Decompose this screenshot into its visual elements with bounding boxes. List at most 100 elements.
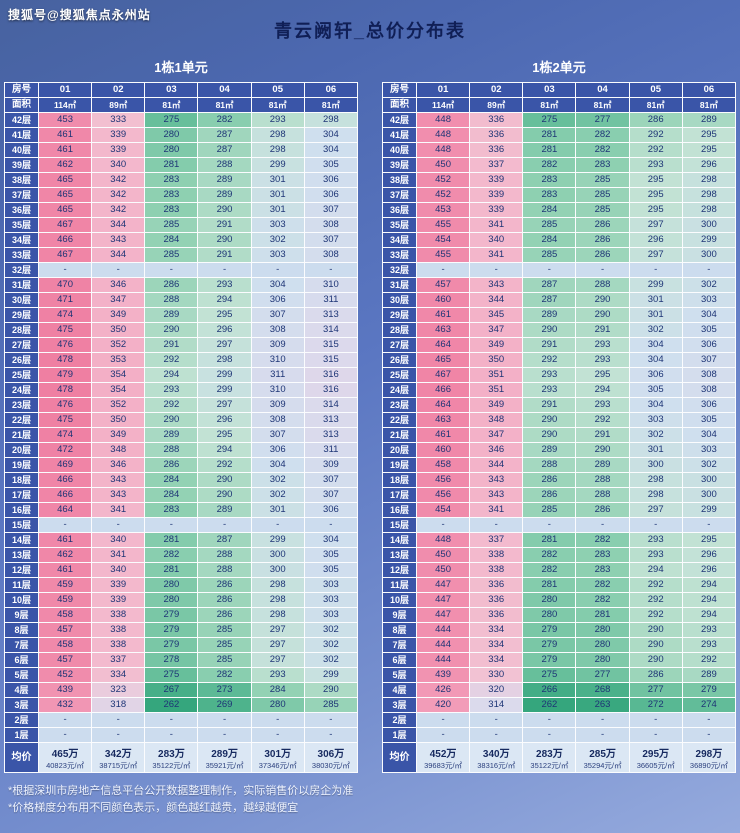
price-cell: 308	[303, 217, 359, 233]
price-cell: 348	[91, 442, 146, 458]
price-cell: 295	[681, 127, 737, 143]
price-cell: 459	[37, 577, 93, 593]
floor-row: 33层 455 341 285 286 297 300	[382, 247, 737, 263]
price-cell: -	[469, 517, 524, 533]
price-cell: 273	[197, 682, 252, 698]
price-cell: 350	[469, 352, 524, 368]
price-cell: 455	[415, 217, 471, 233]
price-cell: 333	[91, 112, 146, 128]
price-cell: 290	[575, 442, 630, 458]
price-cell: 298	[250, 127, 305, 143]
average-unit-price: 35294元/㎡	[583, 760, 622, 770]
price-cell: 293	[197, 277, 252, 293]
price-cell: 293	[250, 667, 305, 683]
price-cell: 288	[197, 562, 252, 578]
price-cell: 305	[681, 412, 737, 428]
price-cell: 456	[415, 487, 471, 503]
price-cell: 295	[681, 142, 737, 158]
price-cell: 278	[144, 652, 199, 668]
floor-label: 14层	[382, 532, 417, 548]
price-cell: 296	[681, 547, 737, 563]
room-header-row: 房号 01 02 03 04 05 06	[4, 82, 359, 98]
room-number-header: 03	[144, 82, 199, 98]
price-cell: 293	[575, 397, 630, 413]
floor-row: 24层 466 351 293 294 305 308	[382, 382, 737, 398]
price-cell: 302	[681, 457, 737, 473]
floor-row: 35层 467 344 285 291 303 308	[4, 217, 359, 233]
price-cell: 339	[469, 172, 524, 188]
price-cell: 300	[250, 562, 305, 578]
area-header: 81㎡	[303, 97, 359, 113]
price-cell: 338	[469, 562, 524, 578]
price-cell: 280	[575, 652, 630, 668]
price-cell: 289	[575, 457, 630, 473]
average-price: 452万	[429, 748, 457, 760]
price-cell: 292	[522, 352, 577, 368]
average-price: 465万	[51, 748, 79, 760]
area-header: 81㎡	[144, 97, 199, 113]
price-cell: 282	[575, 127, 630, 143]
price-cell: 304	[681, 427, 737, 443]
price-cell: 465	[415, 352, 471, 368]
price-cell: 342	[91, 202, 146, 218]
price-cell: 285	[522, 502, 577, 518]
price-cell: 281	[144, 532, 199, 548]
price-cell: 448	[415, 127, 471, 143]
price-cell: 313	[303, 427, 359, 443]
price-cell: 302	[681, 277, 737, 293]
floor-row: 19层 458 344 288 289 300 302	[382, 457, 737, 473]
price-cell: 345	[469, 307, 524, 323]
average-price: 298万	[695, 748, 723, 760]
price-cell: 354	[91, 382, 146, 398]
price-cell: 475	[37, 412, 93, 428]
price-cell: 290	[522, 322, 577, 338]
price-cell: 304	[303, 142, 359, 158]
room-number-header: 02	[469, 82, 524, 98]
floor-row: 27层 464 349 291 293 304 306	[382, 337, 737, 353]
price-cell: 292	[628, 142, 683, 158]
price-cell: 282	[522, 547, 577, 563]
price-cell: 309	[250, 337, 305, 353]
price-cell: 314	[469, 697, 524, 713]
price-cell: -	[197, 262, 252, 278]
price-cell: 308	[681, 382, 737, 398]
price-cell: 279	[144, 622, 199, 638]
price-cell: 285	[522, 247, 577, 263]
average-cell: 306万 38030元/㎡	[303, 742, 359, 773]
price-cell: 314	[303, 397, 359, 413]
floor-row: 9层 458 338 279 286 298 303	[4, 607, 359, 623]
floor-label: 28层	[382, 322, 417, 338]
footnotes: *根据深圳市房地产信息平台公开数据整理制作，实际销售价以房企为准 *价格梯度分布…	[8, 783, 740, 816]
price-cell: 461	[415, 307, 471, 323]
average-price: 289万	[211, 748, 238, 760]
price-cell: 353	[91, 352, 146, 368]
floor-label: 25层	[4, 367, 39, 383]
price-cell: 316	[303, 382, 359, 398]
average-unit-price: 36890元/㎡	[689, 760, 728, 770]
floor-label: 3层	[4, 697, 39, 713]
floor-label: 5层	[382, 667, 417, 683]
price-cell: 277	[628, 682, 683, 698]
price-cell: 290	[303, 682, 359, 698]
price-cell: 301	[250, 187, 305, 203]
price-cell: 286	[628, 667, 683, 683]
price-cell: 293	[522, 382, 577, 398]
price-cell: 279	[522, 652, 577, 668]
average-price: 306万	[317, 748, 345, 760]
price-cell: 307	[250, 427, 305, 443]
floor-label: 11层	[4, 577, 39, 593]
floor-row: 1层 - - - - - -	[382, 727, 737, 743]
floor-label: 27层	[382, 337, 417, 353]
price-cell: 302	[250, 487, 305, 503]
price-cell: -	[91, 517, 146, 533]
floor-row: 19层 469 346 286 292 304 309	[4, 457, 359, 473]
price-cell: 285	[197, 652, 252, 668]
price-table-unit-2: 房号 01 02 03 04 05 06 面积 114㎡ 89㎡ 81㎡ 81㎡ 81㎡ 81㎡ 42层 44…	[382, 82, 737, 773]
price-cell: 341	[469, 502, 524, 518]
price-cell: 334	[91, 667, 146, 683]
price-cell: -	[628, 712, 683, 728]
price-cell: -	[681, 517, 737, 533]
price-cell: 280	[144, 127, 199, 143]
price-cell: -	[37, 712, 93, 728]
price-cell: 476	[37, 397, 93, 413]
